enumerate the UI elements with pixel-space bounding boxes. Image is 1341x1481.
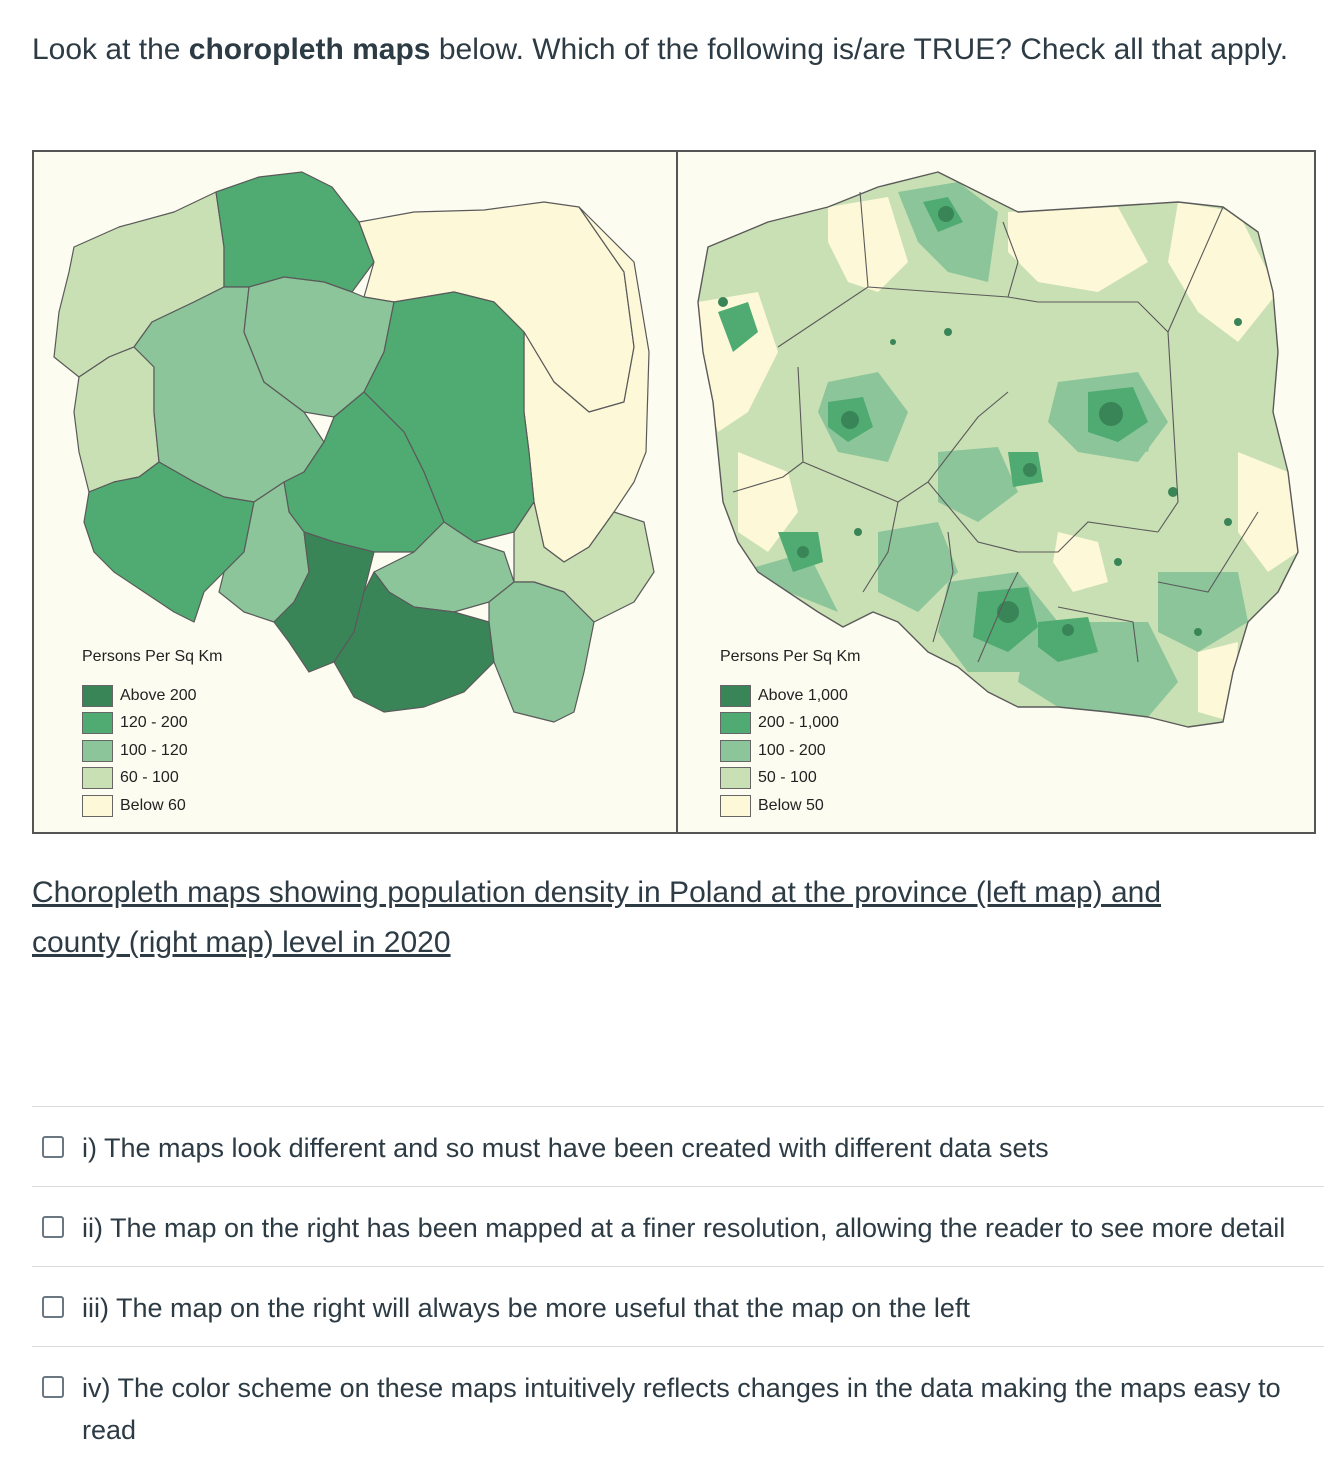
legend-label: 100 - 200	[758, 741, 826, 759]
legend-swatch	[720, 684, 751, 707]
legend-item: 100 - 120	[82, 737, 223, 765]
county-legend-title: Persons Per Sq Km	[720, 648, 861, 665]
answer-checkbox[interactable]	[42, 1296, 64, 1318]
legend-item: 200 - 1,000	[720, 710, 861, 738]
legend-swatch	[720, 794, 751, 817]
region-lesser-poland	[333, 571, 495, 713]
legend-label: Below 50	[758, 796, 824, 814]
legend-swatch	[720, 712, 751, 735]
legend-swatch	[720, 767, 751, 790]
legend-item: 100 - 200	[720, 737, 861, 765]
legend-label: Above 200	[120, 686, 197, 704]
answer-option-label: i) The maps look different and so must h…	[82, 1133, 1049, 1163]
legend-label: Above 1,000	[758, 686, 848, 704]
figure-caption-link[interactable]: Choropleth maps showing population densi…	[32, 876, 1162, 959]
legend-label: 120 - 200	[120, 714, 188, 732]
answer-checkbox[interactable]	[42, 1376, 64, 1398]
answer-checkbox[interactable]	[42, 1136, 64, 1158]
legend-item: Above 1,000	[720, 682, 861, 710]
legend-swatch	[82, 739, 113, 762]
legend-label: Below 60	[120, 796, 186, 814]
answer-option-label: iv) The color scheme on these maps intui…	[82, 1373, 1281, 1445]
legend-item: 50 - 100	[720, 765, 861, 793]
question-prefix: Look at the	[32, 33, 189, 66]
legend-label: 100 - 120	[120, 741, 188, 759]
answer-option-iv[interactable]: iv) The color scheme on these maps intui…	[32, 1346, 1324, 1466]
question-bold-term: choropleth maps	[188, 33, 431, 66]
question-suffix: below. Which of the following is/are TRU…	[430, 33, 1289, 66]
county-legend: Persons Per Sq Km Above 1,000 200 - 1,00…	[720, 648, 861, 820]
legend-item: Below 60	[82, 792, 223, 820]
legend-swatch	[82, 794, 113, 817]
legend-item: 60 - 100	[82, 765, 223, 793]
answer-option-ii[interactable]: ii) The map on the right has been mapped…	[32, 1186, 1324, 1266]
legend-item: Above 200	[82, 682, 223, 710]
question-prompt: Look at the choropleth maps below. Which…	[32, 26, 1292, 74]
answer-option-label: ii) The map on the right has been mapped…	[82, 1213, 1286, 1243]
province-legend: Persons Per Sq Km Above 200 120 - 200 10…	[82, 648, 223, 820]
legend-swatch	[82, 684, 113, 707]
county-map	[697, 171, 1299, 728]
choropleth-figure: Persons Per Sq Km Above 200 120 - 200 10…	[32, 150, 1316, 834]
legend-swatch	[720, 739, 751, 762]
legend-label: 200 - 1,000	[758, 714, 839, 732]
legend-swatch	[82, 767, 113, 790]
answer-option-i[interactable]: i) The maps look different and so must h…	[32, 1106, 1324, 1186]
legend-swatch	[82, 712, 113, 735]
region-silesia	[273, 531, 375, 673]
answer-checkbox[interactable]	[42, 1216, 64, 1238]
province-legend-title: Persons Per Sq Km	[82, 648, 223, 665]
legend-label: 50 - 100	[758, 769, 817, 787]
region-subcarpathia	[488, 581, 595, 723]
legend-item: Below 50	[720, 792, 861, 820]
legend-item: 120 - 200	[82, 710, 223, 738]
province-map	[53, 171, 655, 723]
province-map-panel: Persons Per Sq Km Above 200 120 - 200 10…	[34, 152, 678, 832]
county-map-panel: Persons Per Sq Km Above 1,000 200 - 1,00…	[678, 152, 1314, 832]
region-pomerania	[215, 171, 375, 293]
answer-option-iii[interactable]: iii) The map on the right will always be…	[32, 1266, 1324, 1346]
answer-options: i) The maps look different and so must h…	[32, 1106, 1324, 1466]
legend-label: 60 - 100	[120, 769, 179, 787]
answer-option-label: iii) The map on the right will always be…	[82, 1293, 970, 1323]
